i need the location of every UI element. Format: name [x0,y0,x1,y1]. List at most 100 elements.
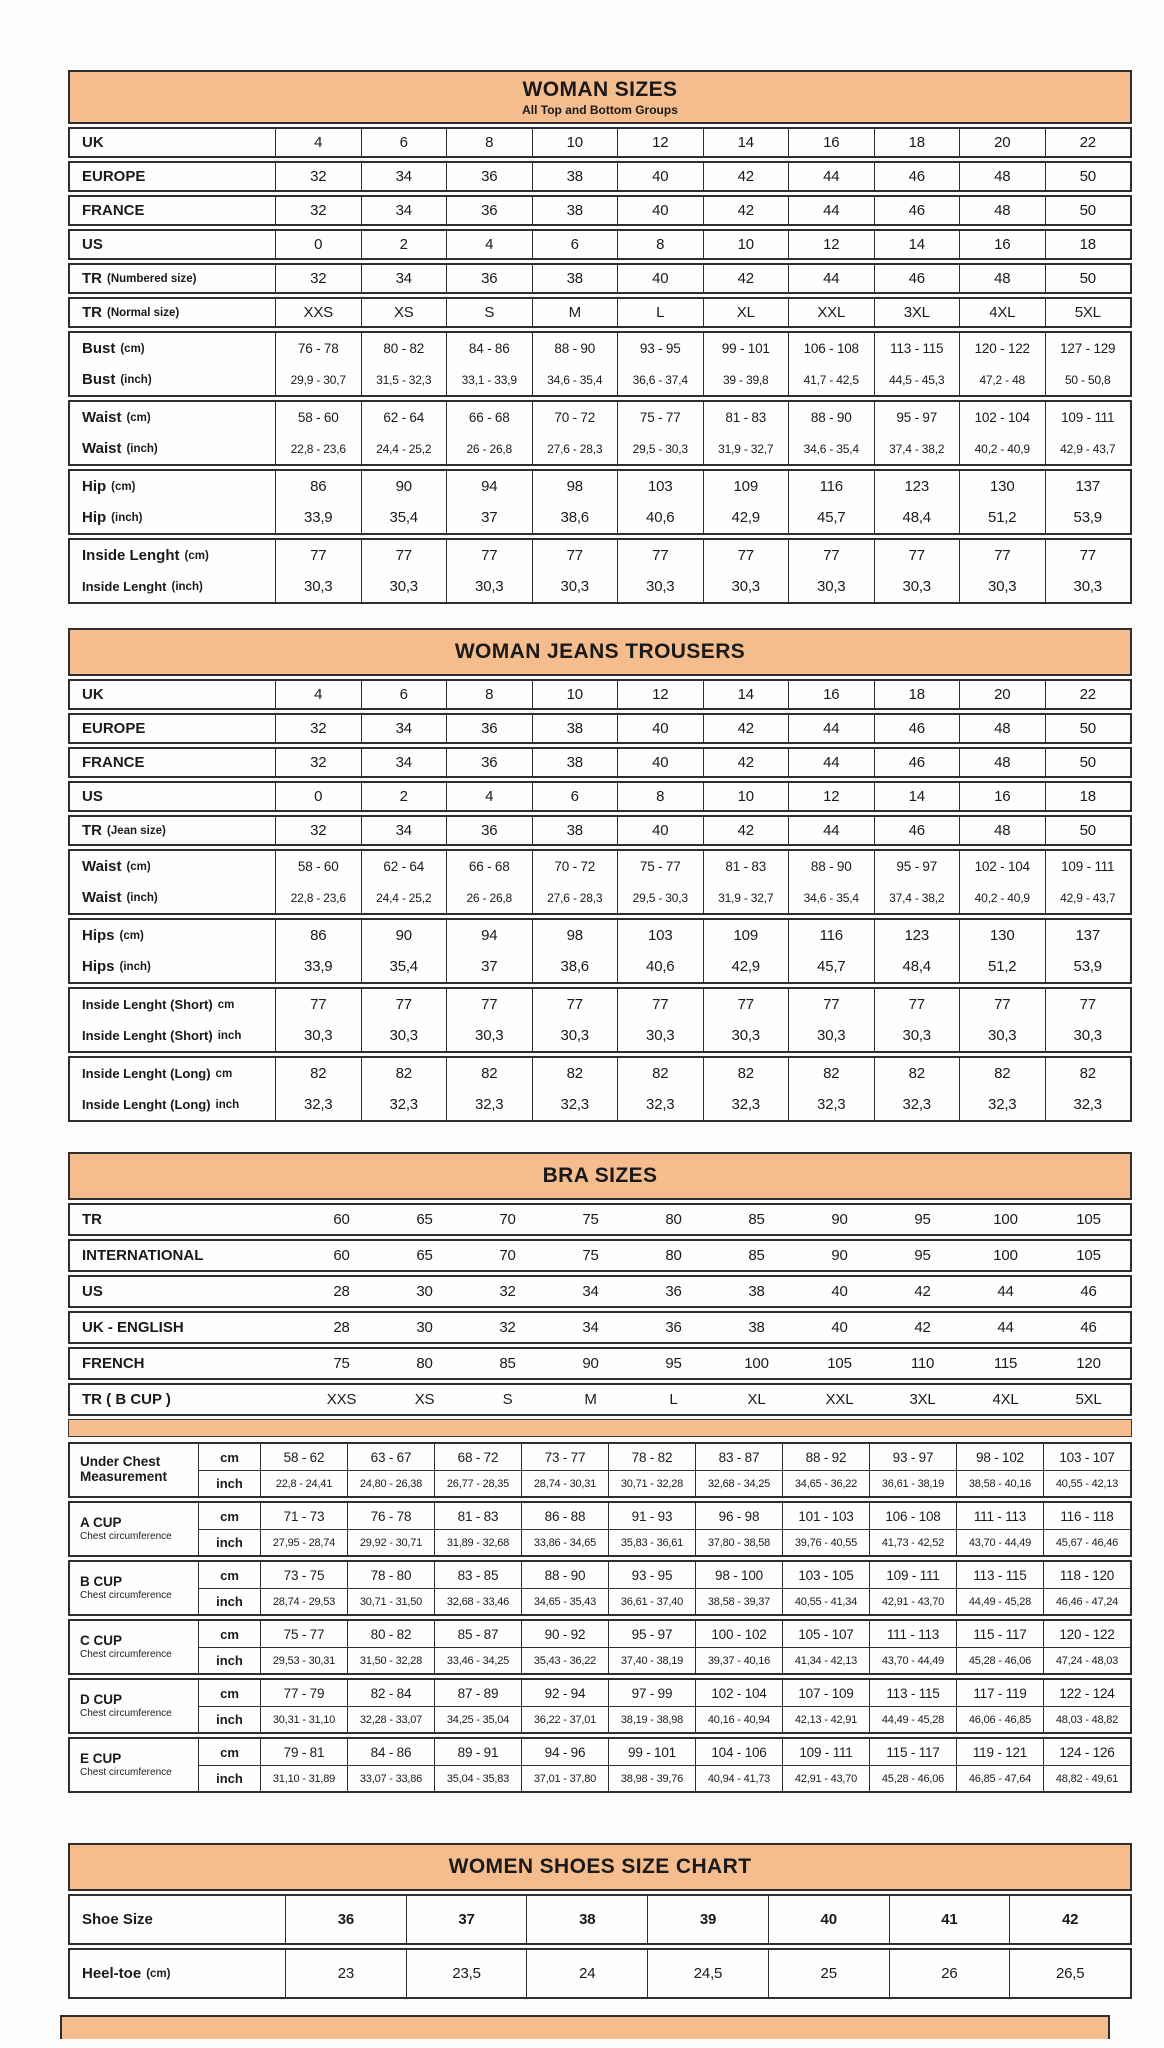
size-cell: 77 [702,540,789,571]
size-cell: 27,6 - 28,3 [531,433,618,464]
size-cell: 40 [617,265,703,292]
table-header: WOMAN SIZES All Top and Bottom Groups [68,70,1132,124]
unit-label: inch [198,1765,260,1791]
size-cell: 16 [959,231,1045,258]
size-cell: 30,3 [617,1020,703,1051]
size-cell: 12 [617,129,703,156]
size-cell: 41,34 - 42,13 [782,1647,869,1673]
size-cell: 85 - 87 [434,1621,521,1647]
size-cell: 44 [788,817,874,844]
size-cell: 38 [531,163,618,190]
size-cell: 33,9 [275,502,361,533]
row-grid: TR (Normal size) XXS XS S M L XL XXL 3XL 4XL 5XL [70,299,1130,326]
section-divider-band [68,1419,1132,1437]
row-label: Inside Lenght (Long) inch [70,1089,275,1120]
size-cell: 77 [531,540,618,571]
size-cell: 66 - 68 [446,851,532,882]
size-cell: 35,43 - 36,22 [521,1647,608,1673]
size-cell: 4XL [992,1391,1019,1408]
unit-label: cm [198,1621,260,1647]
size-cell: 87 - 89 [434,1680,521,1706]
size-cell: 77 [446,989,532,1020]
size-cell: 34,6 - 35,4 [531,364,618,395]
size-cell: 46,46 - 47,24 [1043,1588,1130,1614]
row-label-text: EUROPE [82,168,146,185]
row-label-text: UK - ENGLISH [82,1319,184,1336]
size-cell: 18 [873,681,960,708]
size-cell: 27,6 - 28,3 [531,882,618,913]
table-title: WOMAN JEANS TROUSERS [454,640,746,663]
size-cell: 10 [702,783,789,810]
row-label-note: (Numbered size) [107,272,197,285]
size-cell: 4 [446,783,532,810]
size-cell: 103 - 105 [782,1562,869,1588]
row-grid: EUROPE 32 34 36 38 40 42 44 46 48 50 [70,163,1130,190]
size-cell: 77 [1044,989,1131,1020]
row-label-text: Inside Lenght (Short) [82,1028,213,1043]
size-cell: 32,3 [873,1089,960,1120]
size-cell: 77 [873,540,960,571]
size-cell: 32,3 [788,1089,874,1120]
row-label-text: UK [82,686,104,703]
size-cell: 31,50 - 32,28 [347,1647,434,1673]
row-label: US [70,783,275,810]
size-cell: 115 [993,1355,1018,1372]
size-cell: 100 [993,1211,1018,1228]
row-grid: Waist (cm) 58 - 60 62 - 64 66 - 68 70 - 72 75 … [70,851,1130,913]
size-cell: 48,82 - 49,61 [1043,1765,1130,1791]
size-cell: 70 [499,1211,516,1228]
size-cell: 130 [959,471,1045,502]
size-cell: 78 - 80 [347,1562,434,1588]
size-cell: L [617,299,703,326]
row-label-text: Waist [82,858,122,875]
row-label-text: TR ( B CUP ) [82,1391,171,1408]
size-cell: 42,9 - 43,7 [1044,882,1131,913]
size-cell: 77 [275,989,361,1020]
group-label: A CUP Chest circumference [70,1503,198,1555]
size-cell: 50 [1044,197,1131,224]
row-grid: EUROPE 32 34 36 38 40 42 44 46 48 50 [70,715,1130,742]
size-cell: 76 - 78 [275,333,361,364]
size-cell: 105 [1076,1247,1101,1264]
row-group: EUROPE 32 34 36 38 40 42 44 46 48 50 [68,713,1132,744]
size-cell: 42,9 [702,951,789,982]
size-cell: 42 [1009,1896,1130,1943]
size-cell: 2 [360,231,447,258]
size-cell: 32 [275,715,361,742]
size-cell: 119 - 121 [956,1739,1043,1765]
size-cell: XXL [825,1391,854,1408]
size-cell: 36 [665,1319,682,1336]
size-cell: 22,8 - 23,6 [275,433,361,464]
size-cell: 94 [446,920,532,951]
size-cell: 82 [788,1058,874,1089]
row-grid: US 0 2 4 6 8 10 12 14 16 18 [70,783,1130,810]
size-cell: 98 - 102 [956,1444,1043,1470]
size-cell: XXL [788,299,874,326]
size-cell: 40 [831,1283,848,1300]
size-cell: 6 [531,783,618,810]
size-cell: 18 [873,129,960,156]
unit-label: inch [198,1529,260,1555]
size-cell: 35,04 - 35,83 [434,1765,521,1791]
size-cell: 95 - 97 [873,851,960,882]
size-cell: 79 - 81 [260,1739,347,1765]
row-label-text: Shoe Size [82,1911,153,1928]
size-cell: 70 - 72 [531,402,618,433]
size-cell: 40 [617,749,703,776]
size-cell: 45,67 - 46,46 [1043,1529,1130,1555]
size-cell: 98 [531,920,618,951]
row-label-text: TR [82,304,102,321]
size-cell: 77 [788,540,874,571]
size-cell: 0 [275,783,361,810]
row-label-text: UK [82,134,104,151]
size-cell: 65 [416,1247,433,1264]
size-cell: 38 [526,1896,647,1943]
size-cell: 30,3 [788,1020,874,1051]
table-bra-sizes: BRA SIZES TR 60 65 70 75 80 85 90 95 100 105 INTERNA… [68,1152,1132,1793]
size-cell: 24,4 - 25,2 [360,433,447,464]
size-cell: 37,80 - 38,58 [695,1529,782,1555]
row-group: Hip (cm) 86 90 94 98 103 109 116 123 130 137 Hip (inc… [68,469,1132,535]
size-cell: 30,31 - 31,10 [260,1706,347,1732]
row-label: UK - ENGLISH [70,1313,300,1342]
size-cell: 103 [617,920,703,951]
